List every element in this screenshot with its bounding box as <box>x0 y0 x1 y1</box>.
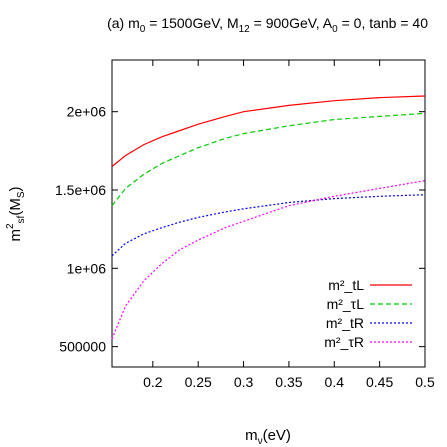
y-tick-label: 500000 <box>59 339 106 355</box>
x-tick-label: 0.25 <box>185 374 212 390</box>
legend-label: m²_τR <box>324 334 364 350</box>
x-tick-label: 0.4 <box>325 374 345 390</box>
y-tick-label: 1e+06 <box>67 260 107 276</box>
y-tick-label: 1.5e+06 <box>55 182 106 198</box>
series-line-2 <box>111 112 426 207</box>
x-tick-label: 0.45 <box>366 374 393 390</box>
chart-title: (a) m0 = 1500GeV, M12 = 900GeV, A0 = 0, … <box>107 15 428 35</box>
series-line-3 <box>111 194 426 257</box>
x-tick-label: 0.3 <box>234 374 254 390</box>
x-tick-label: 0.2 <box>143 374 163 390</box>
series-line-1 <box>111 95 426 167</box>
series-line-4 <box>111 180 426 340</box>
plot-frame <box>111 59 426 368</box>
legend-label: m²_tL <box>328 277 364 293</box>
legend-label: m²_tR <box>326 315 364 331</box>
y-axis-label: m2sf(MS) <box>5 186 27 241</box>
x-axis-label: mν(eV) <box>245 427 291 447</box>
x-tick-label: 0.5 <box>415 374 435 390</box>
legend-label: m²_τL <box>327 296 365 312</box>
legend: m²_tL m²_τL m²_tR m²_τR <box>324 277 412 350</box>
y-tick-label: 2e+06 <box>67 104 107 120</box>
x-tick-label: 0.35 <box>275 374 302 390</box>
